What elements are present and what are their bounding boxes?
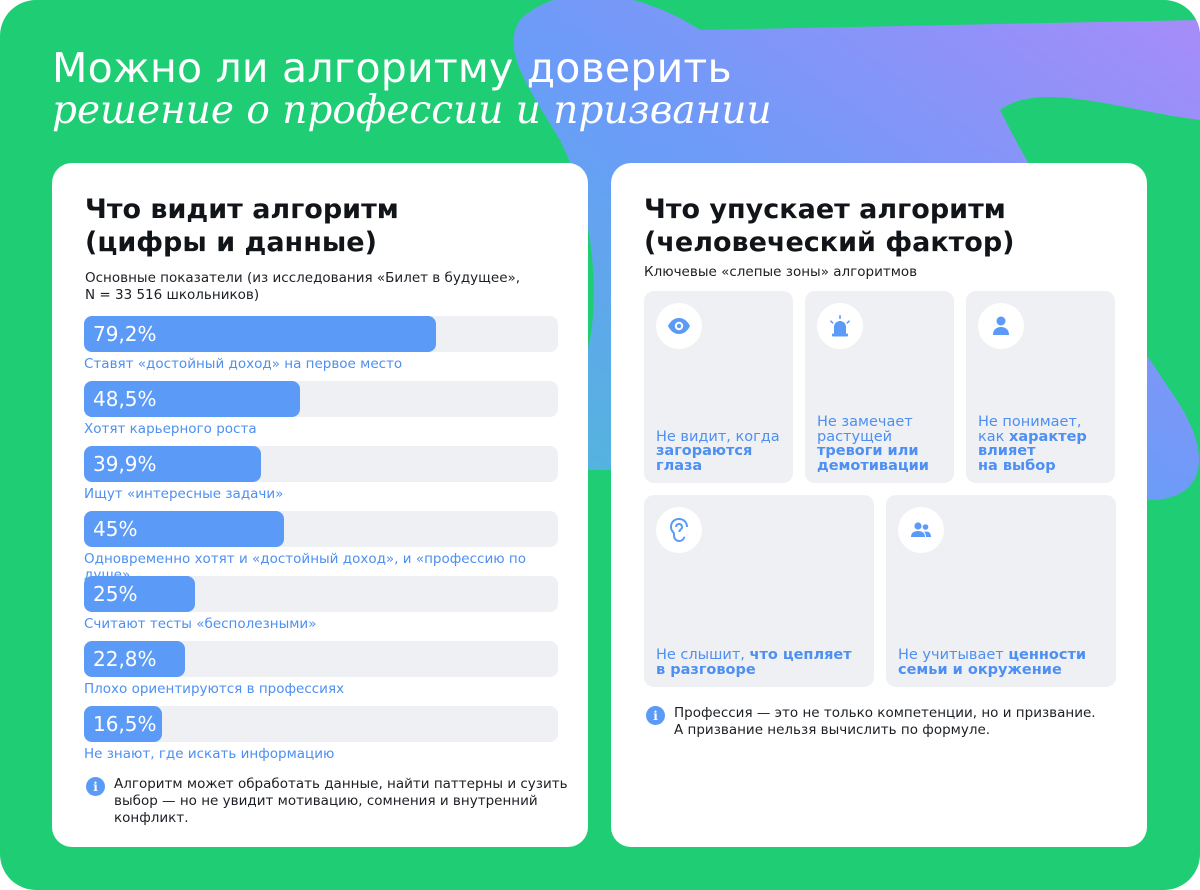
right-card-note: Ключевые «слепые зоны» алгоритмов [644,264,918,280]
stat-bar-label: Плохо ориентируются в профессиях [84,681,345,697]
stat-bar-track: 22,8% [84,641,558,677]
stat-bar-label: Ищут «интересные задачи» [84,486,284,502]
stat-bar-value: 25% [93,582,138,606]
tile-alarm: Не замечает растущей тревоги или демотив… [805,291,954,483]
tile-people: Не учитывает ценности семьи и окружение [886,495,1116,687]
stat-bar-track: 39,9% [84,446,558,482]
person-icon [993,316,1009,335]
right-info-note: i Профессия — это не только компетенции,… [646,705,1096,739]
left-info-note: i Алгоритм может обработать данные, найт… [86,776,568,827]
stat-bar-fill: 16,5% [84,706,162,742]
tile-person: Не понимает, как характер влияет на выбо… [966,291,1115,483]
ear-icon [670,518,688,542]
stat-bar-fill: 48,5% [84,381,300,417]
stat-bar-fill: 22,8% [84,641,185,677]
stat-bar-fill: 39,9% [84,446,261,482]
page-title: Можно ли алгоритму доверить [52,44,732,92]
stat-bar-track: 45% [84,511,558,547]
stat-bar-row: 22,8% Плохо ориентируются в профессиях [84,641,558,697]
page-subtitle: решение о профессии и призвании [52,88,772,133]
eye-icon [668,318,690,334]
stat-bar-track: 48,5% [84,381,558,417]
stat-bar-value: 16,5% [93,712,157,736]
left-card-note: Основные показатели (из исследования «Би… [85,270,521,303]
stat-bar-fill: 25% [84,576,195,612]
card-algorithm-misses: Что упускает алгоритм (человеческий факт… [611,163,1147,847]
stat-bar-value: 48,5% [93,387,157,411]
tile-eye: Не видит, когда загораются глаза [644,291,793,483]
stat-bar-track: 25% [84,576,558,612]
stat-bar-fill: 45% [84,511,284,547]
right-card-title: Что упускает алгоритм (человеческий факт… [644,194,1015,258]
left-card-title: Что видит алгоритм (цифры и данные) [85,194,399,258]
stat-bar-label: Считают тесты «бесполезными» [84,616,317,632]
info-icon: i [86,777,105,796]
stat-bar-row: 16,5% Не знают, где искать информацию [84,706,558,762]
tile-ear-text: Не слышит, что цепляет в разговоре [656,647,852,678]
stat-bar-fill: 79,2% [84,316,436,352]
tile-person-text: Не понимает, как характер влияет на выбо… [978,414,1087,474]
stat-bar-value: 79,2% [93,322,157,346]
stat-bar-track: 16,5% [84,706,558,742]
stat-bar-value: 45% [93,517,138,541]
tile-ear: Не слышит, что цепляет в разговоре [644,495,874,687]
stat-bar-value: 22,8% [93,647,157,671]
decor-shape-right [1000,110,1200,430]
tile-eye-text: Не видит, когда загораются глаза [656,428,780,474]
stat-bar-value: 39,9% [93,452,157,476]
stat-bar-row: 48,5% Хотят карьерного роста [84,381,558,437]
stat-bar-row: 45% Одновременно хотят и «достойный доход… [84,511,558,583]
stat-bar-row: 25% Считают тесты «бесполезными» [84,576,558,632]
stat-bar-track: 79,2% [84,316,558,352]
stat-bar-label: Не знают, где искать информацию [84,746,335,762]
people-icon [911,522,931,537]
card-algorithm-sees: Что видит алгоритм (цифры и данные) Осно… [52,163,588,847]
tile-people-text: Не учитывает ценности семьи и окружение [898,647,1087,678]
info-icon: i [646,706,665,725]
stat-bar-row: 79,2% Ставят «достойный доход» на первое … [84,316,558,372]
tile-alarm-text: Не замечает растущей тревоги или демотив… [817,414,929,474]
stat-bar-label: Хотят карьерного роста [84,421,257,437]
alarm-icon [830,315,850,337]
stat-bar-label: Ставят «достойный доход» на первое место [84,356,403,372]
stat-bar-row: 39,9% Ищут «интересные задачи» [84,446,558,502]
